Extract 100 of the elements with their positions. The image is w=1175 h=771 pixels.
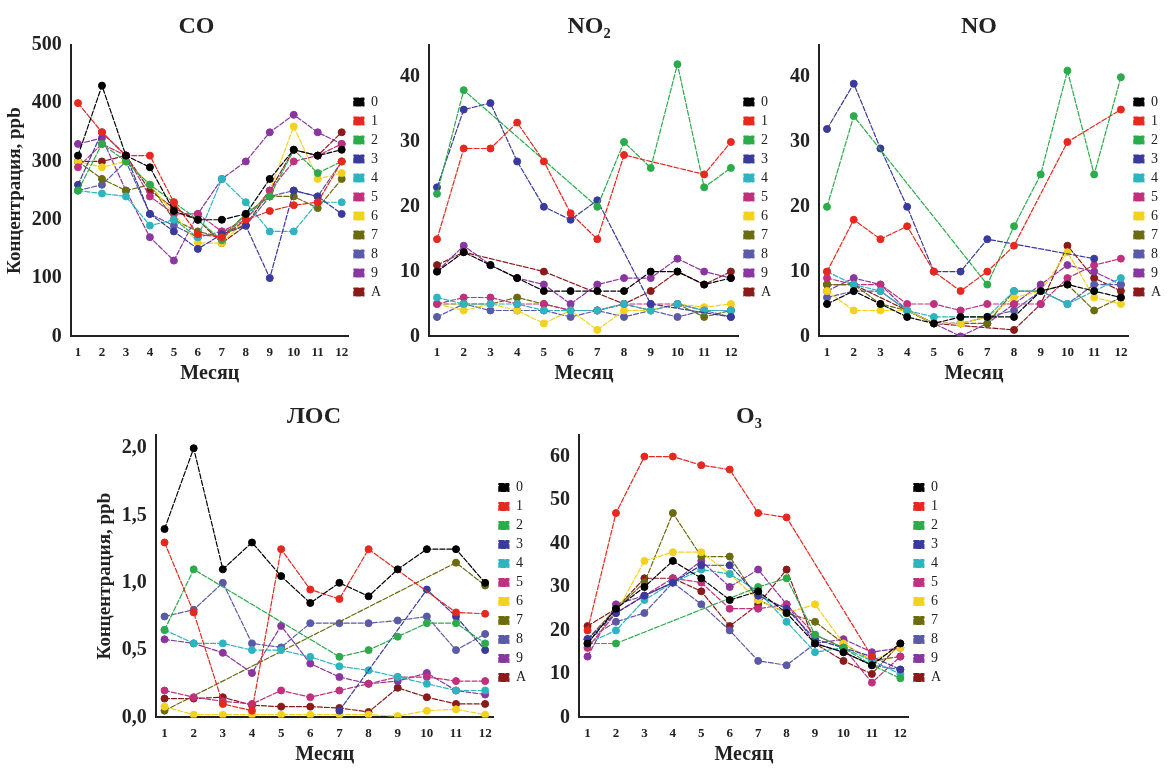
x-tick-label: 7 (218, 343, 226, 359)
legend-label: 8 (370, 245, 378, 261)
legend-label: 4 (930, 555, 938, 571)
x-tick-label: 5 (277, 724, 285, 740)
x-tick-label: 8 (365, 724, 373, 740)
x-tick-label: 4 (248, 724, 256, 740)
x-tick-label: 8 (783, 724, 791, 740)
y-tick-label: 40 (400, 64, 420, 87)
x-tick-label: 11 (1088, 343, 1101, 359)
y-tick-label: 0 (51, 323, 62, 346)
x-tick-label: 4 (513, 343, 521, 359)
legend-label: A (515, 669, 527, 685)
x-axis-title: Месяц (944, 361, 1004, 384)
x-tick-label: 9 (394, 724, 402, 740)
x-tick-label: 9 (811, 724, 819, 740)
legend-label: 6 (930, 593, 938, 609)
x-tick-label: 10 (287, 343, 301, 359)
y-tick-label: 2,0 (121, 435, 147, 458)
x-tick-label: 1 (584, 724, 591, 740)
y-tick-label: 40 (550, 530, 570, 553)
y-tick-label: 10 (550, 661, 570, 684)
legend-label: 3 (1150, 150, 1158, 166)
x-tick-label: 6 (307, 724, 315, 740)
chart-title: NO₂ (567, 11, 611, 38)
legend-label: 5 (760, 188, 768, 204)
x-tick-label: 5 (540, 343, 548, 359)
x-tick-label: 11 (311, 343, 324, 359)
x-tick-label: 12 (724, 343, 738, 359)
legend-label: 0 (515, 479, 523, 495)
x-tick-label: 12 (478, 724, 492, 740)
x-tick-label: 1 (433, 343, 441, 359)
y-tick-label: 0,0 (121, 704, 147, 727)
legend-label: A (930, 669, 942, 685)
x-tick-label: 6 (957, 343, 965, 359)
legend-label: 9 (515, 650, 523, 666)
legend-label: 2 (1150, 131, 1158, 147)
x-tick-label: 7 (594, 343, 602, 359)
y-tick-label: 20 (790, 193, 810, 216)
legend-label: 8 (1150, 245, 1158, 261)
x-tick-label: 12 (893, 724, 907, 740)
legend-label: 4 (515, 555, 523, 571)
legend-label: A (1150, 283, 1162, 299)
x-tick-label: 10 (420, 724, 434, 740)
x-axis-title: Месяц (180, 361, 240, 384)
legend-label: 9 (370, 264, 378, 280)
y-tick-label: 10 (790, 258, 810, 281)
legend-label: 7 (1150, 226, 1158, 242)
x-tick-label: 2 (850, 343, 857, 359)
legend-label: 0 (760, 93, 768, 109)
x-tick-label: 1 (823, 343, 831, 359)
x-axis-title: Месяц (295, 742, 355, 765)
y-tick-label: 1,0 (121, 570, 147, 592)
x-tick-label: 11 (449, 724, 463, 740)
legend-label: A (760, 283, 772, 299)
x-tick-label: 5 (170, 343, 178, 359)
legend-label: A (370, 283, 382, 299)
x-tick-label: 9 (266, 343, 274, 359)
x-tick-label: 5 (698, 724, 706, 740)
legend-label: 5 (1150, 188, 1158, 204)
legend-label: 5 (930, 574, 938, 590)
y-tick-label: 0 (560, 704, 570, 727)
chart-title: ЛОС (286, 401, 342, 428)
legend-label: 2 (760, 131, 768, 147)
x-tick-label: 3 (641, 724, 649, 740)
y-tick-label: 60 (550, 443, 570, 466)
legend-label: 3 (760, 150, 768, 166)
x-tick-label: 4 (146, 343, 154, 359)
x-tick-label: 1 (74, 343, 82, 359)
x-tick-label: 1 (161, 724, 168, 740)
x-tick-label: 12 (1114, 343, 1128, 359)
x-axis-title: Месяц (554, 361, 614, 384)
y-tick-label: 400 (31, 90, 62, 113)
legend-label: 5 (370, 188, 378, 204)
chart-title: CO (178, 11, 215, 38)
x-tick-label: 3 (877, 343, 885, 359)
legend-label: 7 (370, 226, 378, 242)
y-tick-label: 40 (790, 64, 810, 87)
legend-label: 7 (760, 226, 768, 242)
x-tick-label: 7 (336, 724, 344, 740)
legend-label: 3 (930, 536, 938, 552)
x-tick-label: 10 (836, 724, 850, 740)
y-tick-label: 200 (31, 206, 62, 229)
x-tick-label: 6 (567, 343, 575, 359)
legend-label: 6 (370, 207, 378, 223)
legend-label: 8 (930, 631, 938, 647)
legend-label: 6 (515, 593, 523, 609)
legend-label: 1 (370, 112, 378, 128)
x-tick-label: 3 (487, 343, 495, 359)
x-tick-label: 8 (1010, 343, 1018, 359)
y-tick-label: 10 (400, 258, 420, 281)
x-tick-label: 8 (242, 343, 250, 359)
legend-label: 8 (515, 631, 523, 647)
legend-label: 7 (930, 612, 938, 628)
x-tick-label: 6 (726, 724, 734, 740)
x-tick-label: 7 (754, 724, 762, 740)
legend-label: 6 (760, 207, 768, 223)
legend-label: 7 (515, 612, 523, 628)
x-tick-label: 12 (335, 343, 349, 359)
legend-label: 9 (1150, 264, 1158, 280)
legend-label: 9 (930, 650, 938, 666)
